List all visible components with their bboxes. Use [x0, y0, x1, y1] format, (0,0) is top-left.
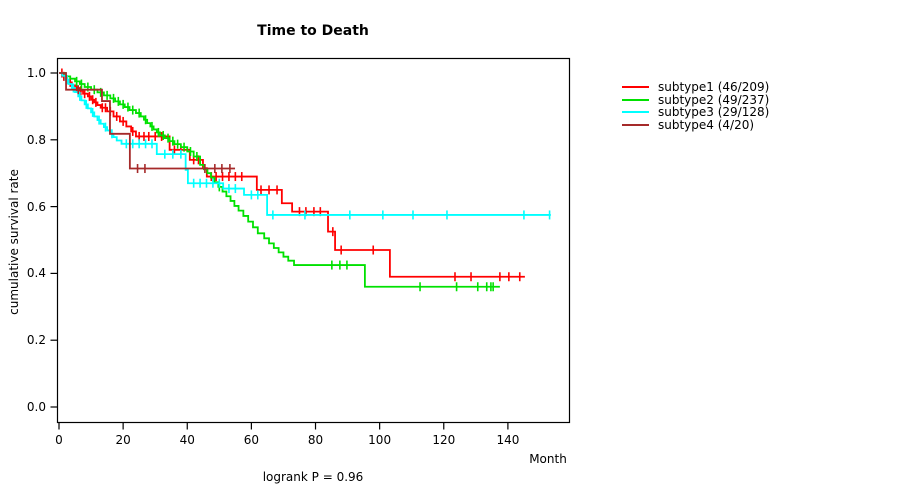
logrank-pvalue-note: logrank P = 0.96 [262, 470, 364, 484]
legend: subtype1 (46/209) subtype2 (49/237) subtyp… [622, 81, 769, 131]
survival-curve-subtype2 [59, 72, 500, 288]
legend-item-subtype2: subtype2 (49/237) [622, 94, 769, 107]
legend-label: subtype1 (46/209) [658, 80, 770, 95]
legend-item-subtype3: subtype3 (29/128) [622, 106, 769, 119]
x-tick-label: 100 [368, 433, 392, 447]
legend-item-subtype1: subtype1 (46/209) [622, 81, 769, 94]
y-tick-label: 0.8 [26, 132, 46, 147]
survival-curve-subtype1 [59, 72, 525, 278]
y-tick-label: 0.2 [26, 333, 46, 348]
plot-box [56, 57, 571, 424]
x-tick-label: 60 [243, 433, 260, 447]
y-tick-label: 0.4 [26, 266, 46, 281]
legend-line-swatch [622, 98, 649, 101]
y-tick-label: 0.0 [26, 400, 46, 414]
x-tick-label: 80 [307, 433, 324, 447]
censor-ticks-subtype1 [61, 68, 521, 282]
x-axis-title: Month [529, 452, 567, 466]
legend-label: subtype4 (4/20) [658, 117, 755, 132]
x-tick-label: 40 [179, 433, 195, 447]
censor-ticks-subtype3 [66, 75, 551, 220]
censor-ticks-subtype4 [77, 85, 231, 174]
legend-label: subtype2 (49/237) [658, 92, 770, 107]
legend-line-swatch [622, 111, 649, 114]
legend-line-swatch [622, 123, 649, 126]
legend-label: subtype3 (29/128) [658, 105, 770, 120]
y-tick-label: 0.6 [26, 199, 46, 214]
x-tick-label: 140 [496, 433, 520, 447]
x-tick-label: 0 [55, 433, 63, 447]
y-axis-title: cumulative survival rate [7, 169, 21, 315]
x-tick-label: 20 [115, 433, 131, 447]
x-tick-label: 120 [432, 433, 456, 447]
legend-item-subtype4: subtype4 (4/20) [622, 119, 769, 132]
survival-curve-subtype4 [59, 72, 236, 170]
y-tick-label: 1.0 [26, 66, 46, 80]
legend-line-swatch [622, 86, 649, 89]
chart-title: Time to Death [257, 23, 369, 39]
censor-ticks-subtype2 [75, 76, 494, 292]
